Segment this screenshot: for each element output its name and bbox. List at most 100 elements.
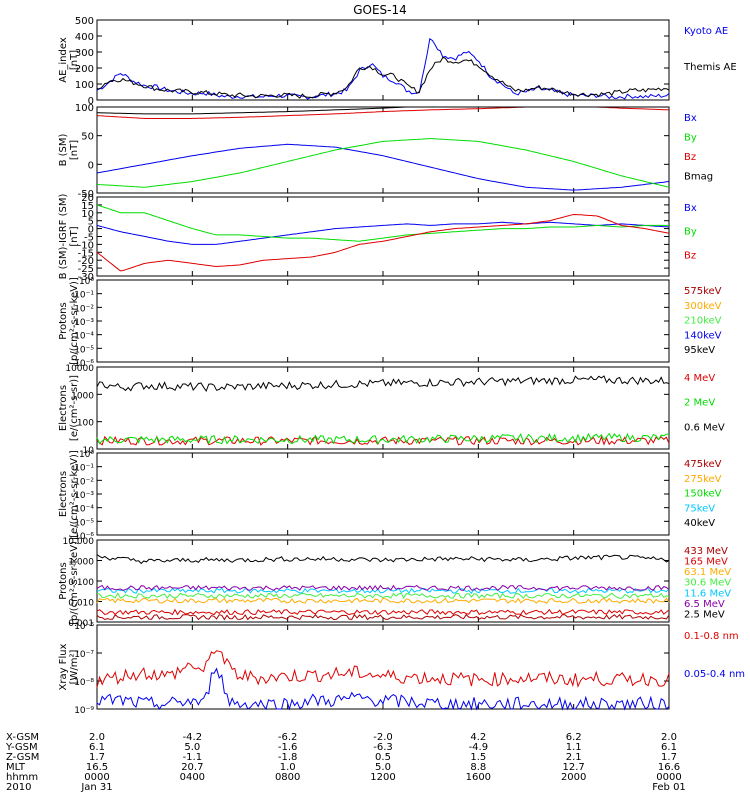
y-tick-label: 500 [75, 16, 94, 27]
footer-value: -4.2 [183, 732, 203, 743]
legend-entry: 275keV [684, 474, 722, 485]
y-axis-label: [p/(cm²-s-sr-keV)] [69, 537, 80, 625]
footer-value: 0.5 [375, 752, 391, 763]
y-tick-label: -15 [78, 248, 94, 259]
y-tick-label: 100 [75, 80, 94, 91]
y-tick-label: -10 [78, 240, 94, 251]
y-axis-label: [W/m²] [69, 649, 80, 684]
legend-entry: Kyoto AE [684, 26, 728, 37]
legend-entry: Bz [684, 152, 696, 163]
y-tick-label: 10000 [65, 364, 94, 374]
y-tick-label: 15 [81, 201, 94, 212]
footer-value: -1.8 [278, 752, 298, 763]
panel-electrons1: 10 100 1000 10000 Electrons [e/(cm²-s-sr)] 4 M… [58, 364, 725, 456]
panel-protons2: 0.001 0.010 0.100 1.000 10.000 Protons [p/(cm²… [58, 537, 731, 629]
y-tick-label: 200 [75, 64, 94, 75]
y-tick-label: 10⁻⁶ [74, 359, 94, 369]
y-tick-label: -50 [78, 189, 94, 200]
y-tick-label: 10⁻² [74, 477, 94, 487]
footer-value: 1.0 [280, 762, 296, 773]
series-line [96, 143, 670, 191]
y-tick-label: 10⁻⁵ [74, 345, 94, 355]
y-tick-label: 300 [75, 48, 94, 59]
panel-bsm: -50 0 50 100 B (SM) [nT] Bx By Bz Bmag [58, 103, 713, 200]
panel-frame [96, 279, 670, 363]
legend-entry: Themis AE [683, 62, 737, 73]
footer-value: Feb 01 [652, 782, 686, 793]
legend-entry: 40keV [684, 518, 715, 529]
legend-entry: 11.6 MeV [684, 588, 731, 599]
legend-entry: 4 MeV [684, 373, 715, 384]
series-line [96, 204, 669, 242]
footer-value: 16.6 [658, 762, 680, 773]
legend-entry: Bx [684, 113, 697, 124]
panel-xray: 10⁻⁹ 10⁻⁸ 10⁻⁷ 10⁻⁶ Xray Flux [W/m²] 0.1-0.8 n… [58, 622, 745, 716]
footer-value: 4.2 [470, 732, 486, 743]
footer-value: Jan 31 [80, 782, 112, 793]
series-line [96, 138, 670, 188]
panel-ae: 0 100 200 300 400 500 AE_index [nT] Kyoto AE Them… [58, 16, 737, 107]
series-line [96, 435, 670, 446]
footer-value: 0800 [275, 772, 300, 783]
y-tick-label: -30 [78, 272, 94, 283]
y-axis-label: AE_index [58, 37, 69, 83]
footer-row-label: 2010 [6, 782, 31, 793]
footer-value: 1600 [466, 772, 491, 783]
series-line [96, 608, 670, 616]
panel-electrons2: 10⁻⁶ 10⁻⁵ 10⁻⁴ 10⁻³ 10⁻² 10⁻¹ 10⁰ Electrons [e/(… [58, 450, 722, 542]
y-tick-label: 10⁻⁵ [74, 518, 94, 528]
legend-entry: 2 MeV [684, 398, 715, 409]
y-tick-label: 10 [81, 209, 94, 220]
y-axis-label: [e/(cm²-s-sr-keV)] [69, 450, 80, 538]
panel-frame [96, 19, 670, 101]
footer-value: 6.1 [89, 742, 105, 753]
footer-value: 2.1 [566, 752, 582, 763]
y-tick-label: 10⁻⁴ [74, 332, 94, 342]
footer-value: 0000 [656, 772, 681, 783]
series-line [96, 57, 670, 99]
footer-value: 1.7 [661, 752, 677, 763]
y-tick-label: 10⁻⁶ [74, 622, 94, 632]
y-tick-label: 10⁻⁹ [74, 706, 94, 716]
y-axis-label: Electrons [58, 385, 69, 431]
footer-value: 0000 [84, 772, 109, 783]
footer-value: 8.8 [470, 762, 486, 773]
y-tick-label: 10⁻³ [74, 491, 94, 501]
y-tick-label: 10.000 [63, 537, 95, 547]
panel-protons1: 10⁻⁶ 10⁻⁵ 10⁻⁴ 10⁻³ 10⁻² 10⁻¹ 10⁰ Protons [p/(cm… [58, 277, 722, 369]
series-line [96, 587, 670, 595]
footer-row-label: hhmm [6, 772, 38, 783]
y-tick-label: 10 [83, 446, 95, 456]
legend-entry: 63.1 MeV [684, 567, 731, 578]
y-axis-label: Electrons [58, 471, 69, 517]
y-axis-label: Xray Flux [58, 643, 69, 690]
legend-entry: By [684, 227, 697, 238]
footer-value: 1.7 [89, 752, 105, 763]
series-line [96, 592, 670, 600]
y-tick-label: -25 [78, 264, 94, 275]
y-axis-label: B (SM) [58, 133, 69, 166]
series-line [96, 432, 670, 445]
y-tick-label: -5 [84, 233, 94, 244]
footer-row-label: Z-GSM [6, 752, 39, 763]
footer-value: 1200 [370, 772, 395, 783]
y-axis-label: B (SM)-IGRF (SM) [58, 194, 69, 280]
footer-value: 6.1 [661, 742, 677, 753]
y-tick-label: 10⁰ [79, 450, 94, 460]
footer-value: -4.9 [469, 742, 489, 753]
y-tick-label: 20 [81, 193, 94, 204]
footer-value: -6.2 [278, 732, 298, 743]
series-line [96, 375, 670, 393]
panel-frame [96, 624, 670, 710]
y-tick-label: 10⁻¹ [74, 291, 94, 301]
footer-value: -6.3 [373, 742, 393, 753]
figure-title: GOES-14 [353, 3, 407, 17]
y-tick-label: 10⁻³ [74, 318, 94, 328]
y-tick-label: 50 [81, 132, 94, 143]
y-axis-label: [p/(cm²-s-sr-keV)] [69, 277, 80, 365]
legend-entry: Bmag [684, 172, 713, 183]
legend-entry: 2.5 MeV [684, 609, 725, 620]
series-line [96, 584, 670, 591]
